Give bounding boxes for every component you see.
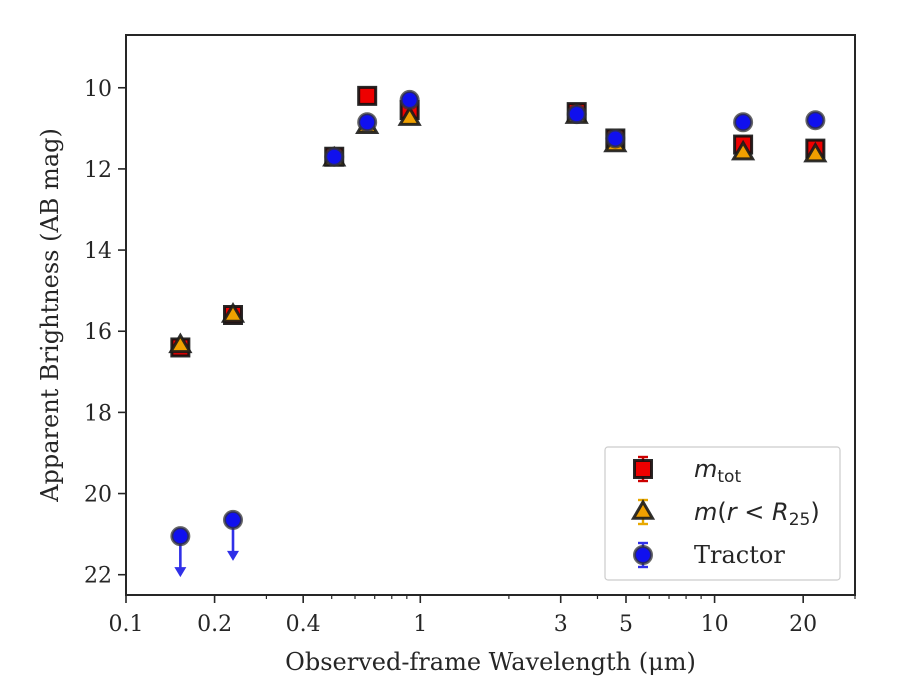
data-point (220, 302, 246, 323)
x-tick-label: 3 (554, 612, 568, 637)
data-point (399, 89, 420, 110)
legend-marker (633, 545, 653, 565)
upper-limit-arrowhead (227, 550, 240, 561)
data-point (397, 105, 422, 126)
y-tick-label: 22 (84, 564, 112, 589)
x-tick-label: 20 (789, 612, 817, 637)
y-tick-label: 18 (84, 401, 112, 426)
x-tick-label: 0.2 (197, 612, 232, 637)
data-point (357, 112, 378, 133)
data-point (223, 509, 244, 530)
axis-ticks: 0.1 0.2 0.4 1 3 5 10 20 10 12 14 16 18 20 22 (84, 77, 856, 637)
y-tick-label: 20 (84, 483, 112, 508)
data-points (168, 85, 828, 578)
x-tick-label: 10 (701, 612, 729, 637)
series-2 (168, 103, 828, 354)
y-tick-label: 14 (84, 239, 112, 264)
x-tick-label: 5 (619, 612, 633, 637)
upper-limit-arrowhead (174, 567, 187, 578)
y-tick-label: 10 (84, 77, 112, 102)
data-point (170, 526, 191, 547)
legend: mtot m(r < R25) Tractor (604, 446, 841, 581)
data-point (805, 110, 826, 131)
x-tick-label: 0.1 (109, 612, 144, 637)
legend-label: m(r < R25) (694, 498, 820, 530)
legend-box (604, 446, 841, 581)
data-point (605, 128, 626, 149)
y-tick-label: 16 (84, 320, 112, 345)
y-tick-label: 12 (84, 158, 112, 183)
x-tick-label: 0.4 (286, 612, 321, 637)
x-tick-label: 1 (413, 612, 427, 637)
data-point (803, 141, 828, 163)
legend-label: Tractor (694, 541, 785, 569)
data-point (566, 104, 587, 125)
data-point (168, 332, 193, 354)
y-axis-title: Apparent Brightness (AB mag) (36, 128, 64, 503)
legend-marker (633, 459, 653, 479)
data-point (733, 112, 754, 133)
x-axis-title: Observed-frame Wavelength (μm) (285, 648, 696, 676)
series-3 (170, 89, 826, 578)
legend-marker (630, 499, 656, 520)
data-point (730, 139, 756, 161)
data-point (324, 146, 345, 167)
data-point (357, 85, 378, 106)
legend-label: mtot (694, 455, 741, 487)
plot-frame (125, 34, 856, 596)
series-1 (170, 85, 826, 358)
